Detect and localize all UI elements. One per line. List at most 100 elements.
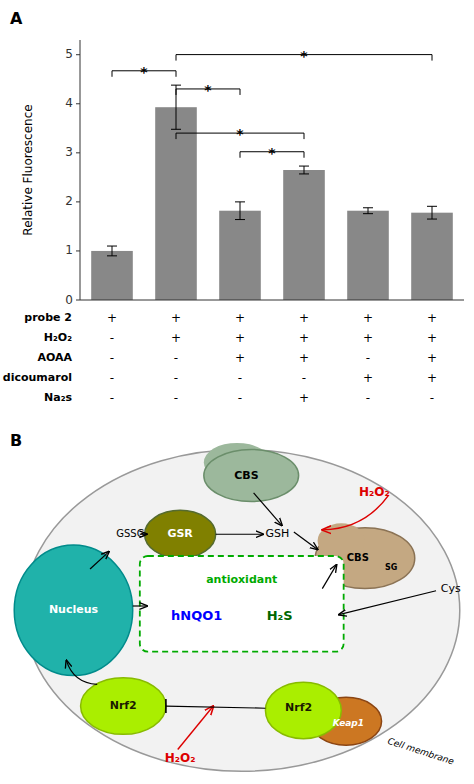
cell (24, 449, 460, 771)
diagram-label: CBS (234, 469, 258, 482)
table-cell: + (427, 331, 437, 345)
chart-root: A012345Relative Fluorescence*****probe 2… (0, 0, 474, 784)
y-tick-label: 1 (65, 243, 73, 257)
error-bar-stem (304, 166, 305, 174)
error-bar-cap (235, 219, 245, 220)
arrow (90, 552, 109, 569)
y-axis-line (80, 40, 81, 300)
significance-label: * (236, 126, 244, 142)
error-bar-cap (171, 129, 181, 130)
table-row-label: dicoumarol (3, 371, 72, 384)
error-bar-stem (240, 202, 241, 220)
inhibition-line (166, 706, 266, 708)
diagram: Cell membrane Nucleus CBS GSR CBS SG Nrf2 Nrf2 K… (14, 443, 461, 771)
error-bar-cap (299, 173, 309, 174)
error-bar (107, 246, 117, 256)
cbs-blob (204, 449, 299, 501)
diagram-label: H₂S (267, 608, 293, 623)
nrf2-blob (81, 678, 166, 735)
panel-label: A (10, 9, 23, 28)
table-cell: + (235, 311, 245, 325)
table-cell: - (110, 371, 114, 385)
gsr-blob (145, 510, 216, 558)
table-cell: + (171, 331, 181, 345)
table-cell: + (235, 351, 245, 365)
diagram-label: Nrf2 (110, 699, 137, 712)
diagram-label: SG (385, 563, 397, 572)
error-bar (427, 206, 437, 219)
bar (347, 211, 389, 300)
diagram-label: Keap1 (333, 718, 364, 728)
error-bar-stem (368, 208, 369, 214)
y-tick (76, 250, 80, 251)
table-cell: - (174, 371, 178, 385)
table-row-label: Na₂s (44, 391, 72, 404)
table-row-label: AOAA (37, 351, 72, 364)
diagram-label: GSSG (116, 528, 144, 539)
diagram-label: CBS (347, 552, 369, 563)
diagram-label: hNQO1 (171, 608, 222, 623)
error-bar-cap (427, 206, 437, 207)
table-cell: + (107, 311, 117, 325)
significance-label: * (268, 145, 276, 161)
bar (283, 170, 325, 300)
y-tick (76, 54, 80, 55)
table-cell: - (238, 391, 242, 405)
y-tick (76, 152, 80, 153)
y-tick-label: 0 (65, 293, 73, 307)
error-bar (363, 208, 373, 214)
error-bar-stem (432, 206, 433, 219)
table-row-label: H₂O₂ (44, 331, 72, 344)
table-cell: - (110, 331, 114, 345)
table-cell: + (171, 311, 181, 325)
error-bar-cap (363, 207, 373, 208)
table-cell: + (299, 391, 309, 405)
y-tick-label: 5 (65, 47, 73, 61)
table-row-label: probe 2 (24, 311, 72, 324)
table-cell: + (363, 371, 373, 385)
table-cell: + (427, 351, 437, 365)
y-tick (76, 201, 80, 202)
diagram-label: GSH (265, 527, 289, 540)
inhibition-bar (165, 699, 167, 713)
error-bar-cap (363, 213, 373, 214)
error-bar (299, 166, 309, 174)
diagram-label: Nucleus (49, 603, 99, 616)
bar (411, 213, 453, 300)
diagram-label: Cys (441, 582, 461, 595)
nucleus (14, 545, 133, 676)
table-cell: - (238, 371, 242, 385)
y-axis-label: Relative Fluorescence (21, 104, 35, 235)
plot-area (91, 85, 453, 300)
table-cell: - (110, 351, 114, 365)
nrf2-blob (265, 682, 341, 739)
table-cell: + (427, 371, 437, 385)
table-cell: + (299, 351, 309, 365)
y-tick (76, 103, 80, 104)
significance-label: * (140, 64, 148, 80)
table-cell: + (299, 331, 309, 345)
error-bar-cap (427, 219, 437, 220)
y-tick (76, 300, 80, 301)
x-axis-line (80, 300, 464, 301)
y-tick-label: 4 (65, 96, 73, 110)
error-bar-cap (235, 201, 245, 202)
table-cell: - (302, 371, 306, 385)
diagram-label: H₂O₂ (359, 485, 390, 499)
table-cell: + (427, 311, 437, 325)
bar (91, 251, 133, 300)
error-bar-stem (112, 246, 113, 256)
y-tick-label: 2 (65, 194, 73, 208)
diagram-label: Cell membrane (386, 736, 455, 767)
arrow (133, 605, 147, 606)
arrow (254, 493, 282, 526)
table-cell: + (363, 311, 373, 325)
error-bar (235, 202, 245, 220)
arrow (216, 534, 263, 535)
diagram-label: GSR (167, 527, 193, 540)
y-tick-label: 3 (65, 145, 73, 159)
arrow (66, 660, 97, 684)
significance-label: * (300, 48, 308, 64)
table-cell: - (430, 391, 434, 405)
diagram-label: Nrf2 (285, 701, 312, 714)
